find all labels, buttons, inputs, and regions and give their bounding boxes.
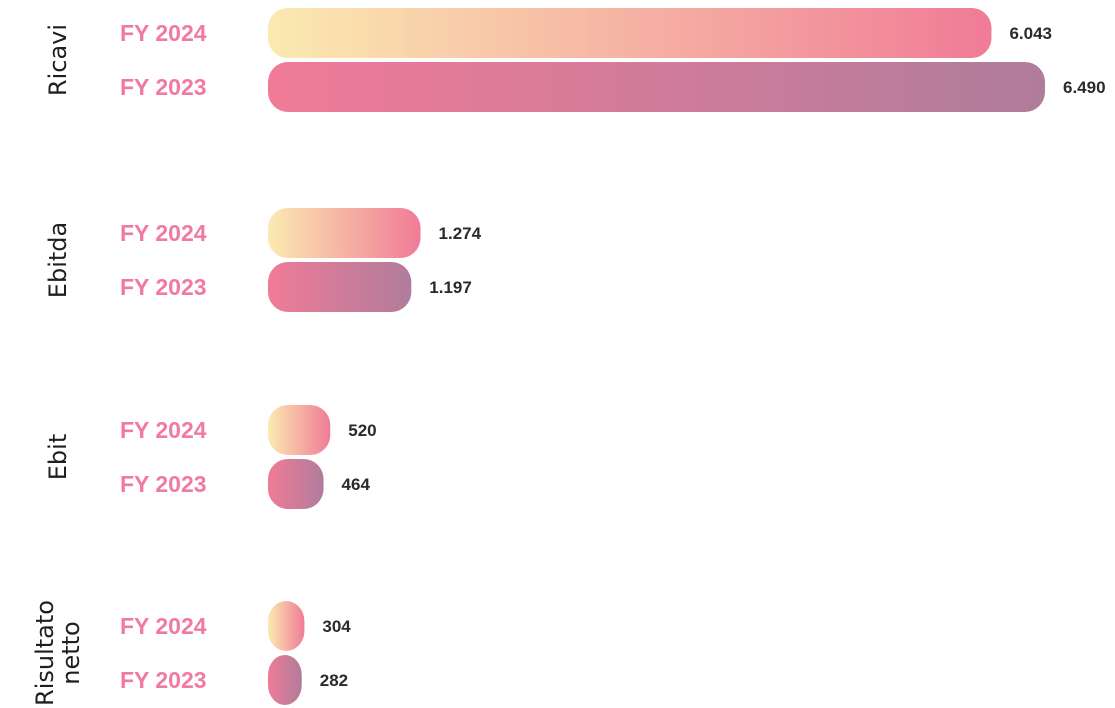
group-ebitda: Ebitda FY 2024 1.274 FY 2023 1.197 xyxy=(44,208,482,312)
value-label-ebitda-fy-2024: 1.274 xyxy=(439,224,482,243)
value-label-ricavi-fy-2023: 6.490 xyxy=(1063,78,1106,97)
group-ebit: Ebit FY 2024 520 FY 2023 464 xyxy=(44,405,377,509)
year-label-ricavi-fy-2023: FY 2023 xyxy=(120,74,207,100)
group-label-risultato-netto: Risultatonetto xyxy=(31,600,85,706)
bar-ricavi-fy-2023 xyxy=(268,62,1045,112)
group-label-ebitda: Ebitda xyxy=(44,222,72,298)
bar-risultato-netto-fy-2024 xyxy=(268,601,305,651)
bar-ebit-fy-2023 xyxy=(268,459,324,509)
year-label-risultato-netto-fy-2023: FY 2023 xyxy=(120,667,207,693)
group-label-ebit: Ebit xyxy=(44,434,72,480)
group-risultato-netto: Risultatonetto FY 2024 304 FY 2023 282 xyxy=(31,600,351,706)
value-label-ebitda-fy-2023: 1.197 xyxy=(429,278,472,297)
year-label-ebit-fy-2024: FY 2024 xyxy=(120,417,207,443)
bar-ricavi-fy-2024 xyxy=(268,8,992,58)
value-label-risultato-netto-fy-2023: 282 xyxy=(320,671,348,690)
year-label-ebitda-fy-2023: FY 2023 xyxy=(120,274,207,300)
value-label-ricavi-fy-2024: 6.043 xyxy=(1009,24,1052,43)
year-label-ebitda-fy-2024: FY 2024 xyxy=(120,220,207,246)
bar-ebitda-fy-2023 xyxy=(268,262,412,312)
group-ricavi: Ricavi FY 2024 6.043 FY 2023 6.490 xyxy=(44,8,1106,112)
value-label-risultato-netto-fy-2024: 304 xyxy=(322,617,351,636)
year-label-risultato-netto-fy-2024: FY 2024 xyxy=(120,613,207,639)
value-label-ebit-fy-2023: 464 xyxy=(342,475,371,494)
bar-ebitda-fy-2024 xyxy=(268,208,421,258)
group-label-ricavi: Ricavi xyxy=(44,24,72,96)
year-label-ricavi-fy-2024: FY 2024 xyxy=(120,20,207,46)
bar-risultato-netto-fy-2023 xyxy=(268,655,302,705)
value-label-ebit-fy-2024: 520 xyxy=(348,421,376,440)
year-label-ebit-fy-2023: FY 2023 xyxy=(120,471,207,497)
bar-ebit-fy-2024 xyxy=(268,405,331,455)
